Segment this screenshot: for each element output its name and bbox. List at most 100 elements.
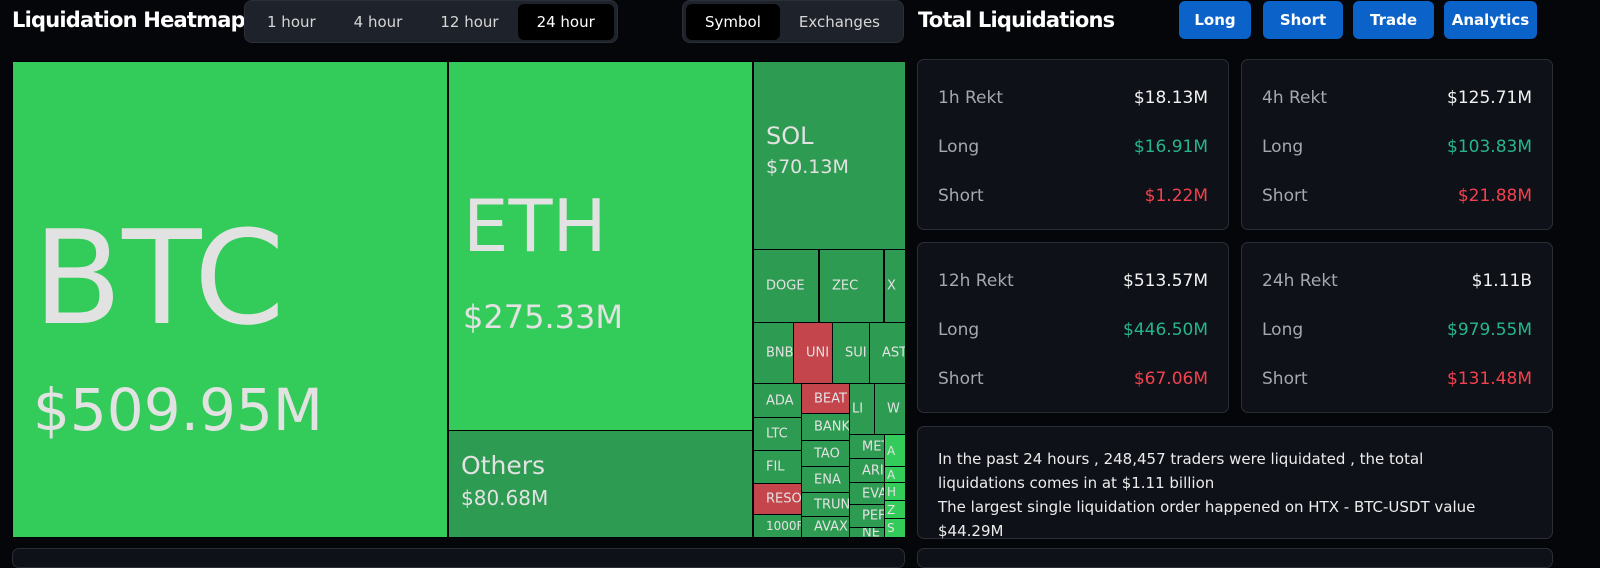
treemap-cell-1000f[interactable]: 1000F [753, 514, 802, 538]
treemap-cell-eth[interactable]: ETH $275.33M [448, 61, 753, 431]
treemap-cell-ada[interactable]: ADA [753, 383, 802, 418]
treemap-cell-bnb[interactable]: BNB [753, 322, 794, 384]
row-label: 1h Rekt [938, 88, 1004, 108]
cell-symbol: RESO [766, 491, 802, 507]
treemap-cell-beat[interactable]: BEAT [801, 383, 850, 414]
cell-symbol: 1000F [766, 519, 802, 533]
card-row-long: Long $979.55M [1262, 320, 1532, 340]
tab-exchanges[interactable]: Exchanges [798, 12, 880, 31]
treemap-cell-eva[interactable]: EVA [849, 482, 885, 505]
treemap-cell-h[interactable]: H [884, 482, 906, 501]
treemap-cell-s[interactable]: S [884, 518, 906, 538]
treemap-cell-x[interactable]: X [884, 249, 906, 323]
treemap-cell-met[interactable]: MET [849, 434, 885, 459]
cell-value: $70.13M [766, 156, 849, 178]
cell-symbol: LTC [766, 426, 788, 442]
long-button[interactable]: Long [1179, 1, 1251, 39]
row-label: Short [938, 186, 984, 206]
row-label: 24h Rekt [1262, 271, 1338, 291]
treemap-cell-zec[interactable]: ZEC [819, 249, 884, 323]
treemap-cell-reso[interactable]: RESO [753, 483, 802, 515]
treemap-cell-trun[interactable]: TRUN [801, 492, 850, 517]
cell-symbol: AST [882, 345, 906, 361]
row-value: $131.48M [1447, 369, 1532, 389]
row-label: 12h Rekt [938, 271, 1014, 291]
treemap-cell-li[interactable]: LI [849, 383, 875, 435]
treemap-cell-z[interactable]: Z [884, 500, 906, 519]
row-value: $979.55M [1447, 320, 1532, 340]
treemap-cell-tao[interactable]: TAO [801, 440, 850, 467]
liquidation-treemap: BTC $509.95M ETH $275.33M Others $80.68M SOL $7… [12, 61, 906, 538]
treemap-cell-doge[interactable]: DOGE [753, 249, 819, 323]
treemap-cell-avax[interactable]: AVAX [801, 516, 850, 538]
row-value: $513.57M [1123, 271, 1208, 291]
treemap-cell-ari[interactable]: ARI [849, 458, 885, 483]
row-label: Long [1262, 137, 1304, 157]
total-liquidations-title: Total Liquidations [918, 8, 1115, 32]
cell-symbol: ZEC [832, 278, 859, 294]
cell-symbol: MET [862, 439, 884, 454]
card-row-total: 1h Rekt $18.13M [938, 88, 1208, 108]
cell-symbol: A [887, 467, 896, 482]
treemap-cell-w[interactable]: W [874, 383, 906, 435]
treemap-cell-a[interactable]: A [884, 434, 906, 467]
cell-symbol: DOGE [766, 278, 805, 294]
cell-symbol: UNI [806, 345, 830, 361]
cell-symbol: TRUN [814, 497, 850, 512]
cell-symbol: AVAX [814, 519, 848, 535]
cell-symbol: BEAT [814, 391, 847, 406]
summary-largest-order-text: The largest single liquidation order hap… [938, 498, 1476, 540]
trade-button[interactable]: Trade [1353, 1, 1434, 39]
cell-value: $509.95M [33, 376, 323, 444]
tab-12-hour[interactable]: 12 hour [440, 12, 499, 31]
time-range-tabs: 1 hour 4 hour 12 hour 24 hour [244, 0, 618, 43]
treemap-cell-sui[interactable]: SUI [832, 322, 870, 384]
tab-24-hour[interactable]: 24 hour [517, 3, 614, 40]
card-row-long: Long $103.83M [1262, 137, 1532, 157]
treemap-cell-pef[interactable]: PEF [849, 504, 885, 528]
cell-symbol: ADA [766, 393, 794, 408]
card-row-total: 12h Rekt $513.57M [938, 271, 1208, 291]
treemap-cell-ne[interactable]: NE [849, 527, 885, 538]
row-label: Long [1262, 320, 1304, 340]
short-button[interactable]: Short [1263, 1, 1343, 39]
treemap-cell-btc[interactable]: BTC $509.95M [12, 61, 448, 538]
cell-symbol: W [887, 401, 900, 417]
treemap-cell-uni[interactable]: UNI [793, 322, 833, 384]
cell-symbol: BNB [766, 345, 794, 361]
treemap-cell-fil[interactable]: FIL [753, 450, 802, 484]
cell-symbol: SUI [845, 345, 867, 361]
cell-symbol: FIL [766, 459, 785, 475]
cell-symbol: TAO [814, 446, 840, 461]
card-row-total: 24h Rekt $1.11B [1262, 271, 1532, 291]
rekt-card-12h: 12h Rekt $513.57M Long $446.50M Short $67.06M [917, 242, 1229, 413]
tab-1-hour[interactable]: 1 hour [267, 12, 316, 31]
card-row-short: Short $67.06M [938, 369, 1208, 389]
heatmap-title: Liquidation Heatmap [12, 8, 246, 32]
row-label: Long [938, 137, 980, 157]
cell-symbol: S [887, 521, 895, 535]
rekt-card-4h: 4h Rekt $125.71M Long $103.83M Short $21.88M [1241, 59, 1553, 230]
tab-symbol[interactable]: Symbol [686, 3, 780, 40]
treemap-cell-others[interactable]: Others $80.68M [448, 430, 753, 538]
row-value: $125.71M [1447, 88, 1532, 108]
cell-symbol: Z [887, 502, 896, 517]
tab-4-hour[interactable]: 4 hour [353, 12, 403, 31]
cell-symbol: X [887, 278, 896, 294]
card-row-short: Short $21.88M [1262, 186, 1532, 206]
treemap-cell-a[interactable]: A [884, 466, 906, 483]
treemap-cell-sol[interactable]: SOL $70.13M [753, 61, 906, 250]
row-value: $16.91M [1133, 137, 1208, 157]
treemap-cell-ena[interactable]: ENA [801, 466, 850, 493]
cell-symbol: ETH [463, 184, 607, 268]
analytics-button[interactable]: Analytics [1444, 1, 1537, 39]
cell-symbol: ARI [862, 463, 884, 478]
treemap-cell-bank[interactable]: BANK [801, 413, 850, 441]
cell-symbol: PEF [862, 508, 885, 524]
card-row-short: Short $1.22M [938, 186, 1208, 206]
cell-symbol: EVA [862, 486, 885, 501]
cell-symbol: A [887, 443, 896, 458]
treemap-cell-ast[interactable]: AST [869, 322, 906, 384]
treemap-cell-ltc[interactable]: LTC [753, 417, 802, 451]
view-tabs: Symbol Exchanges [682, 0, 904, 43]
